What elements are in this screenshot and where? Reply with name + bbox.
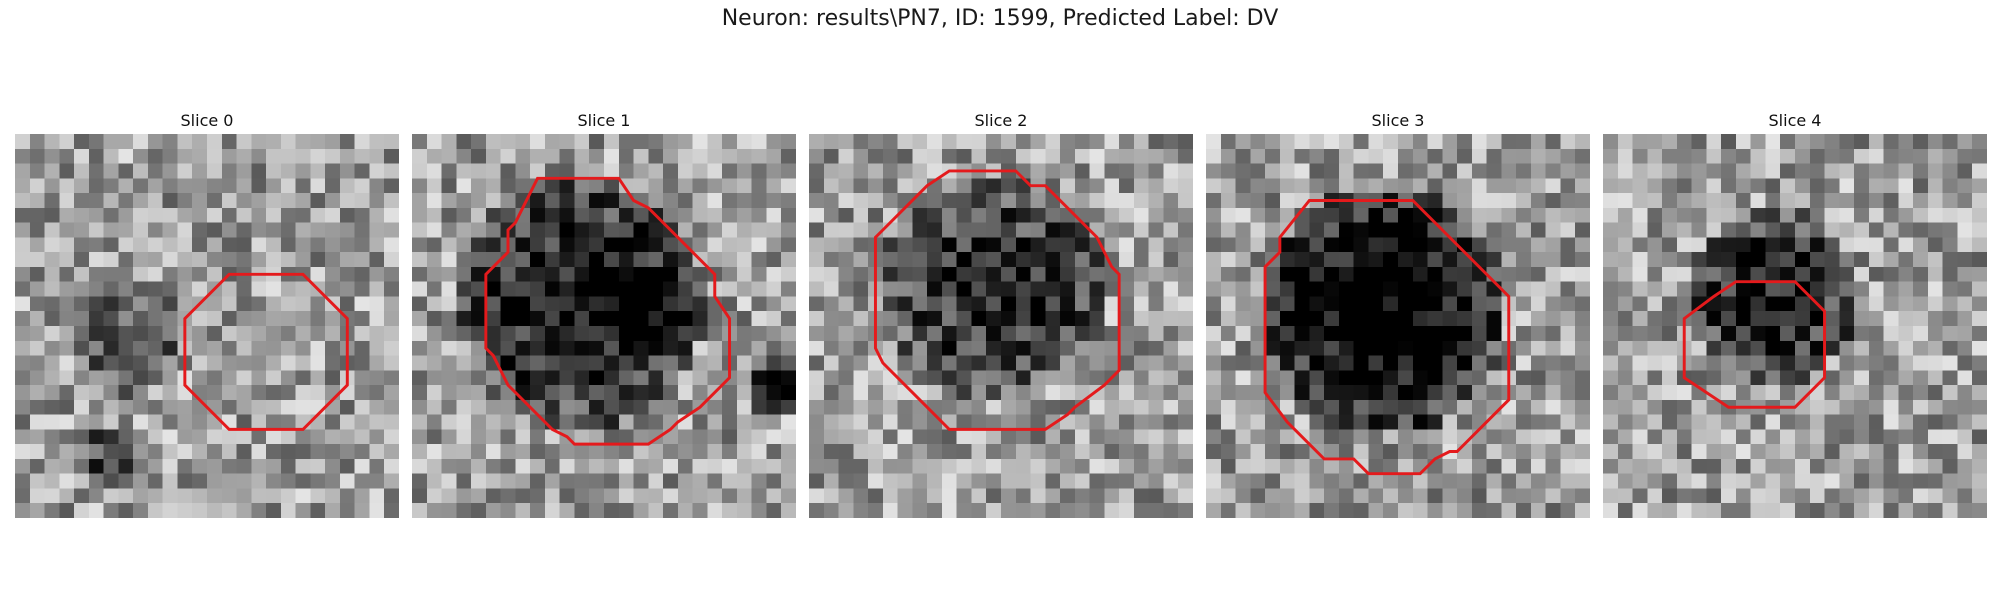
slice-panel-3: Slice 3 (1206, 108, 1590, 518)
roi-contour-4 (1682, 280, 1827, 409)
slice-title-3: Slice 3 (1371, 111, 1425, 130)
slice-image-1 (412, 134, 796, 518)
slice-panel-1: Slice 1 (412, 108, 796, 518)
slice-title-1: Slice 1 (577, 111, 631, 130)
slice-panel-0: Slice 0 (15, 108, 399, 518)
slice-title-2: Slice 2 (974, 111, 1028, 130)
slice-panel-4: Slice 4 (1603, 108, 1987, 518)
slice-image-3 (1206, 134, 1590, 518)
figure-title: Neuron: results\PN7, ID: 1599, Predicted… (721, 6, 1279, 31)
roi-contour-3 (1263, 198, 1511, 476)
roi-contour-1 (484, 176, 732, 446)
slice-title-0: Slice 0 (180, 111, 234, 130)
slice-image-4 (1603, 134, 1987, 518)
slice-panel-2: Slice 2 (809, 108, 1193, 518)
slice-image-2 (809, 134, 1193, 518)
slice-title-4: Slice 4 (1768, 111, 1822, 130)
roi-contour-2 (873, 169, 1121, 431)
roi-contour-0 (183, 272, 349, 431)
slice-image-0 (15, 134, 399, 518)
